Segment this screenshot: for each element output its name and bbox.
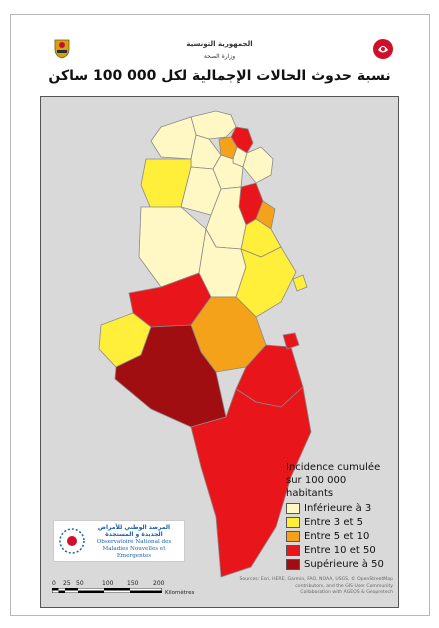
legend-item: Entre 10 et 50 [286, 545, 396, 556]
region-tataouine [190, 386, 312, 578]
legend-label: Entre 3 et 5 [304, 517, 363, 528]
scale-tick: 0 [52, 580, 56, 587]
legend-item: Entre 3 et 5 [286, 517, 396, 528]
legend-label: Entre 5 et 10 [304, 531, 370, 542]
legend-item: Supérieure à 50 [286, 559, 396, 570]
region-djerba [282, 332, 300, 350]
observatory-emblem-icon [59, 528, 85, 554]
legend-swatch [286, 531, 300, 542]
observatory-logo: المرصد الوطني للأمراض الجديدة و المستجدة… [53, 520, 185, 562]
legend-swatch [286, 559, 300, 570]
credits-line3: Collaboration with AGEOS & Geopretech [300, 590, 393, 595]
scale-unit: Kilomètres [165, 590, 195, 596]
region-bizerte [190, 110, 237, 140]
ministry-health-logo-icon [373, 39, 393, 59]
tunisia-choropleth-map [98, 110, 312, 578]
legend-label: Inférieure à 3 [304, 503, 372, 514]
legend-swatch [286, 545, 300, 556]
scale-tick: 200 [153, 580, 165, 587]
region-jendouba [150, 116, 197, 160]
credits-line2: contributors, and the GIS User Community [295, 583, 393, 589]
ministry-name: وزارة الصحة [203, 53, 236, 60]
legend-swatch [286, 503, 300, 514]
scale-tick: 50 [76, 580, 84, 587]
observatory-name-arabic: المرصد الوطني للأمراض الجديدة و المستجدة [97, 524, 171, 538]
map-title: نسبة حدوث الحالات الإجمالية لكل 000 100 … [48, 68, 391, 84]
scale-tick: 100 [102, 580, 114, 587]
map-credits: Sources: Esri, HERE, Garmin, FAO, NOAA, … [237, 577, 393, 597]
legend-title-line2: sur 100 000 habitants [286, 475, 347, 499]
legend-swatch [286, 517, 300, 528]
observatory-name-french: Observatoire National des Maladies Nouve… [88, 539, 180, 560]
region-nabeul [242, 146, 274, 184]
tunisia-coat-of-arms-icon [54, 39, 70, 59]
observatory-french-line1: Observatoire National des [96, 539, 172, 545]
observatory-french-line2: Maladies Nouvelles et Emergentes [102, 546, 166, 559]
map-legend: Incidence cumulée sur 100 000 habitants … [286, 461, 396, 570]
region-sfax [235, 246, 297, 318]
legend-label: Entre 10 et 50 [304, 545, 376, 556]
republic-name: الجمهورية التونسية [186, 40, 253, 48]
legend-item: Inférieure à 3 [286, 503, 396, 514]
credits-line1: Sources: Esri, HERE, Garmin, FAO, NOAA, … [239, 577, 393, 582]
legend-title-line1: Incidence cumulée [286, 462, 381, 473]
legend-label: Supérieure à 50 [304, 559, 384, 570]
scale-tick: 25 [63, 580, 71, 587]
legend-item: Entre 5 et 10 [286, 531, 396, 542]
scale-tick: 150 [127, 580, 139, 587]
region-kerkennah [292, 274, 308, 292]
scale-bar: 0 25 50 100 150 200 Kilomètres [52, 580, 212, 600]
scale-bar-graphic [52, 588, 162, 593]
